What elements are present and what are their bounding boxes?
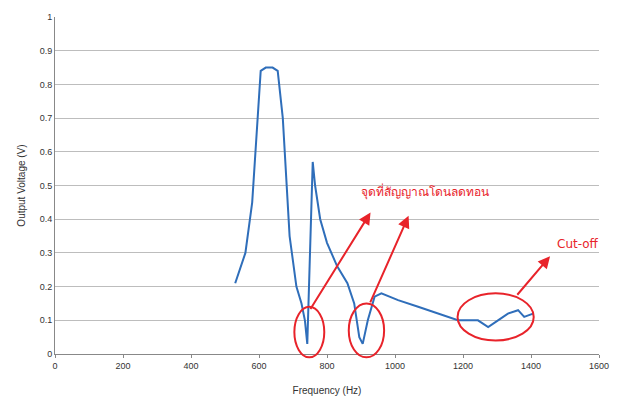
svg-text:0.2: 0.2 <box>40 282 53 292</box>
svg-text:0.3: 0.3 <box>40 248 53 258</box>
svg-text:Frequency (Hz): Frequency (Hz) <box>293 385 362 396</box>
svg-text:0.5: 0.5 <box>40 181 53 191</box>
svg-text:จุดที่สัญญาณโดนลดทอน: จุดที่สัญญาณโดนลดทอน <box>361 183 489 200</box>
svg-text:0.6: 0.6 <box>40 147 53 157</box>
svg-text:1400: 1400 <box>521 361 541 371</box>
svg-text:1600: 1600 <box>589 361 609 371</box>
svg-text:0.4: 0.4 <box>40 214 53 224</box>
svg-text:0: 0 <box>52 361 57 371</box>
svg-text:0.8: 0.8 <box>40 80 53 90</box>
svg-text:800: 800 <box>319 361 334 371</box>
svg-text:0: 0 <box>47 349 52 359</box>
svg-text:1: 1 <box>47 12 52 22</box>
svg-text:600: 600 <box>251 361 266 371</box>
svg-text:0.1: 0.1 <box>40 315 53 325</box>
svg-text:1200: 1200 <box>453 361 473 371</box>
svg-text:400: 400 <box>183 361 198 371</box>
svg-text:1000: 1000 <box>385 361 405 371</box>
svg-text:0.9: 0.9 <box>40 46 53 56</box>
svg-text:200: 200 <box>115 361 130 371</box>
svg-text:Output Voltage (V): Output Voltage (V) <box>16 144 27 226</box>
svg-text:Cut-off: Cut-off <box>557 237 599 251</box>
svg-text:0.7: 0.7 <box>40 113 53 123</box>
